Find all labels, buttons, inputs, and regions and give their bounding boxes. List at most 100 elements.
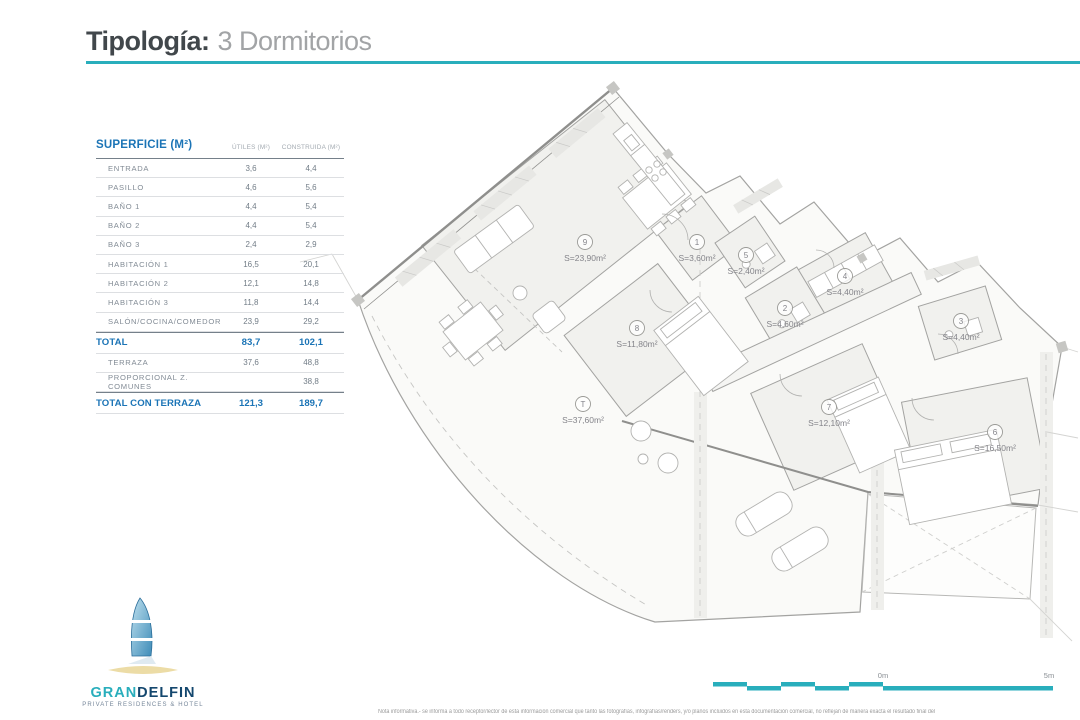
dashed-guides — [371, 249, 649, 607]
room-number: 8 — [635, 324, 640, 333]
room-label: 3 S=4,40m² — [942, 313, 980, 342]
armchair — [532, 300, 566, 334]
joint-strips — [694, 248, 1053, 638]
room-number: 4 — [843, 272, 848, 281]
room-labels-layer: 9 S=23,90m² 1 S=3,60m² 5 S=2,40m² 4 S=4,40m² 2 S=… — [562, 234, 1016, 453]
row-construida-value: 102,1 — [298, 337, 323, 349]
header-accent-rule — [86, 61, 1080, 64]
table-row: BAÑO 3 2,4 2,9 — [96, 236, 344, 255]
table-total-row: TOTAL CON TERRAZA 121,3 189,7 — [96, 392, 344, 415]
room-area-label: S=3,60m² — [678, 253, 715, 263]
row-construida-value: 5,4 — [305, 221, 317, 231]
room-number: 6 — [993, 428, 998, 437]
window-bands — [394, 108, 981, 287]
table-total-row: TOTAL 83,7 102,1 — [96, 331, 344, 354]
table-row: SALÓN/COCINA/COMEDOR 23,9 29,2 — [96, 313, 344, 332]
room-label: 8 S=11,80m² — [616, 320, 658, 349]
row-construida-value: 14,8 — [303, 278, 319, 288]
room-label: T S=37,60m² — [562, 396, 604, 425]
room-area-label: S=4,40m² — [826, 287, 863, 297]
room-number: 7 — [827, 403, 832, 412]
table-row: PROPORCIONAL Z. COMUNES 38,8 — [96, 372, 344, 393]
row-utiles-value: 23,9 — [243, 317, 259, 327]
room-number-badge — [629, 320, 645, 336]
terrace-table — [438, 299, 504, 367]
brand-logo: GRANDELFIN PRIVATE RESIDENCES & HOTEL — [78, 594, 208, 708]
row-label: BAÑO 2 — [108, 221, 141, 231]
row-label: BAÑO 3 — [108, 240, 141, 250]
room-number: 3 — [959, 317, 964, 326]
row-label: PROPORCIONAL Z. COMUNES — [108, 372, 189, 391]
terrace-chairs — [630, 420, 679, 474]
brand-tagline: PRIVATE RESIDENCES & HOTEL — [82, 702, 204, 708]
surface-table-header: SUPERFICIE (M²) ÚTILES (M²) CONSTRUIDA (… — [96, 139, 344, 159]
row-utiles-value: 4,4 — [245, 201, 257, 211]
table-row: HABITACIÓN 3 11,8 14,4 — [96, 293, 344, 313]
room-label: 2 S=4,60m² — [766, 300, 804, 329]
row-label: BAÑO 1 — [108, 201, 141, 211]
row-label: PASILLO — [108, 182, 144, 192]
room-area-label: S=4,60m² — [766, 319, 803, 329]
scale-max-label: 5m — [1044, 671, 1054, 680]
sun-lounger — [771, 526, 829, 572]
brand-name: GRANDELFIN — [78, 685, 208, 701]
row-construida-value: 29,2 — [303, 317, 319, 327]
neighbour-lines — [299, 253, 1079, 642]
row-construida-value: 48,8 — [303, 358, 319, 368]
surface-table: SUPERFICIE (M²) ÚTILES (M²) CONSTRUIDA (… — [96, 139, 344, 415]
row-construida-value: 14,4 — [303, 297, 319, 307]
page-title-value: 3 Dormitorios — [217, 26, 373, 56]
furniture-layer — [438, 121, 1013, 572]
table-row: ENTRADA 3,6 4,4 — [96, 159, 344, 179]
coffee-table — [512, 285, 528, 301]
col-header-construida: CONSTRUIDA (M²) — [281, 144, 341, 151]
table-row: HABITACIÓN 1 16,5 20,1 — [96, 255, 344, 275]
room-area-label: S=37,60m² — [562, 415, 604, 425]
table-row: HABITACIÓN 2 12,1 14,8 — [96, 274, 344, 294]
row-utiles-value: 4,4 — [245, 221, 257, 231]
room-number-badge — [577, 234, 593, 250]
room-label: 7 S=12,10m² — [808, 399, 850, 428]
room-area-label: S=16,50m² — [974, 443, 1016, 453]
scale-zero-label: 0m — [878, 671, 888, 680]
page-title-label: Tipología: — [86, 26, 210, 56]
page-title: Tipología: 3 Dormitorios — [86, 26, 372, 57]
columns — [350, 80, 1069, 354]
legal-note: Nota informativa.- se informa a todo rec… — [378, 709, 936, 715]
row-label: HABITACIÓN 1 — [108, 259, 169, 269]
room-number: T — [581, 400, 586, 409]
table-row: PASILLO 4,6 5,6 — [96, 178, 344, 198]
row-construida-value: 4,4 — [305, 163, 317, 173]
row-utiles-value: 4,6 — [245, 182, 257, 192]
room-number: 9 — [583, 238, 588, 247]
room-area-label: S=11,80m² — [616, 339, 657, 349]
col-header-utiles: ÚTILES (M²) — [231, 144, 271, 151]
stove — [645, 160, 667, 182]
row-construida-value: 5,4 — [305, 201, 317, 211]
table-row: BAÑO 1 4,4 5,4 — [96, 197, 344, 217]
table-row: TERRAZA 37,6 48,8 — [96, 354, 344, 373]
bath2-fixtures — [777, 301, 811, 329]
row-construida-value: 189,7 — [298, 397, 323, 409]
room-label: 5 S=2,40m² — [727, 247, 765, 276]
room-label: 9 S=23,90m² — [564, 234, 606, 263]
row-utiles-value: 16,5 — [243, 259, 259, 269]
room-label: 6 S=16,50m² — [974, 424, 1016, 453]
brand-name-first: GRAN — [90, 685, 138, 701]
room-label: 4 S=4,40m² — [826, 268, 864, 297]
room-number-badge — [953, 313, 969, 329]
room-number-badge — [689, 234, 705, 250]
row-utiles-value: 11,8 — [243, 297, 259, 307]
surface-table-title: SUPERFICIE (M²) — [96, 139, 193, 151]
room-number: 5 — [744, 251, 749, 260]
row-utiles-value: 37,6 — [243, 358, 259, 368]
surface-table-body: ENTRADA 3,6 4,4 PASILLO 4,6 5,6 BAÑO 1 4,4 5,4 BA… — [96, 159, 344, 415]
scale-bar: 0m 5m — [713, 671, 1054, 691]
row-utiles-value: 3,6 — [245, 163, 257, 173]
table-row: BAÑO 2 4,4 5,4 — [96, 217, 344, 236]
room-number-badge — [777, 300, 793, 316]
room-number-badge — [821, 399, 837, 415]
row-construida-value: 5,6 — [305, 182, 317, 192]
row-label: HABITACIÓN 3 — [108, 297, 169, 307]
